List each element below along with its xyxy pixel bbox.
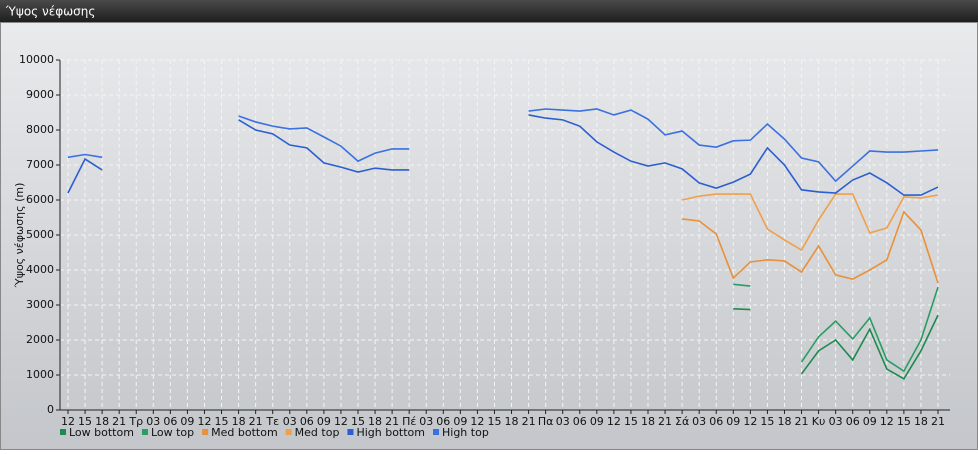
x-tick-label: 18	[914, 415, 928, 428]
x-tick-label: 09	[180, 415, 194, 428]
x-tick-label: 21	[931, 415, 945, 428]
legend-swatch	[60, 429, 66, 435]
x-tick-label: 03	[146, 415, 160, 428]
x-tick-label: Σά	[675, 415, 689, 428]
window-title: Ύψος νέφωσης	[5, 5, 95, 19]
x-tick-label: Τρ	[128, 415, 143, 428]
x-tick-label: 03	[283, 415, 297, 428]
y-tick-label: 0	[47, 403, 54, 416]
y-tick-label: 3000	[26, 298, 54, 311]
y-tick-label: 5000	[26, 228, 54, 241]
series-line	[67, 114, 939, 196]
x-tick-label: 06	[846, 415, 860, 428]
legend-label: Low bottom	[69, 426, 134, 439]
x-tick-label: 21	[385, 415, 399, 428]
x-tick-label: 12	[197, 415, 211, 428]
chart-area	[0, 22, 978, 450]
x-tick-label: Κυ	[812, 415, 826, 428]
x-tick-label: 18	[232, 415, 246, 428]
series-line	[682, 210, 939, 284]
x-tick-label: 03	[556, 415, 570, 428]
x-tick-label: 21	[249, 415, 263, 428]
x-tick-label: 15	[760, 415, 774, 428]
x-tick-label: 12	[334, 415, 348, 428]
series-line	[681, 193, 939, 252]
x-tick-label: 18	[777, 415, 791, 428]
y-tick-label: 10000	[19, 53, 54, 66]
x-tick-label: 21	[795, 415, 809, 428]
x-tick-label: 06	[163, 415, 177, 428]
x-tick-label: 21	[112, 415, 126, 428]
x-tick-label: 09	[590, 415, 604, 428]
y-tick-label: 1000	[26, 368, 54, 381]
x-tick-label: Τε	[265, 415, 279, 428]
x-tick-label: 15	[78, 415, 92, 428]
x-tick-label: 06	[573, 415, 587, 428]
legend-swatch	[285, 429, 292, 435]
x-tick-label: 18	[368, 415, 382, 428]
x-tick-label: 09	[726, 415, 740, 428]
y-tick-label: 6000	[26, 193, 54, 206]
x-tick-label: 09	[453, 415, 467, 428]
series-line	[733, 283, 939, 373]
x-tick-label: 03	[829, 415, 843, 428]
y-axis-label: Ύψος νέφωσης (m)	[13, 183, 26, 289]
legend-swatch	[141, 429, 148, 435]
legend-label: High top	[442, 426, 489, 439]
x-tick-label: 06	[300, 415, 314, 428]
x-tick-label: 15	[487, 415, 501, 428]
x-tick-label: 09	[863, 415, 877, 428]
x-tick-label: 12	[61, 415, 75, 428]
x-tick-label: 09	[317, 415, 331, 428]
x-tick-label: Πέ	[402, 415, 416, 428]
x-tick-label: 18	[641, 415, 655, 428]
x-tick-label: 21	[522, 415, 536, 428]
series-line	[733, 308, 939, 380]
legend-swatch	[433, 429, 439, 435]
legend-label: High bottom	[356, 426, 425, 439]
x-tick-label: 12	[743, 415, 757, 428]
x-tick-label: 15	[351, 415, 365, 428]
y-tick-label: 4000	[26, 263, 54, 276]
x-tick-label: 15	[897, 415, 911, 428]
series-line	[67, 108, 939, 183]
x-tick-label: 21	[658, 415, 672, 428]
x-tick-label: 12	[470, 415, 484, 428]
x-tick-label: 03	[419, 415, 433, 428]
x-tick-label: 12	[880, 415, 894, 428]
x-tick-label: 18	[95, 415, 109, 428]
y-tick-label: 2000	[26, 333, 54, 346]
x-tick-label: 15	[215, 415, 229, 428]
x-tick-label: 18	[505, 415, 519, 428]
x-tick-label: 15	[624, 415, 638, 428]
legend-label: Low top	[151, 426, 194, 439]
legend-label: Med top	[295, 426, 340, 439]
x-tick-label: 06	[436, 415, 450, 428]
y-tick-label: 7000	[26, 158, 54, 171]
x-tick-label: Πα	[538, 415, 554, 428]
title-bar	[0, 0, 978, 22]
x-tick-label: 03	[692, 415, 706, 428]
x-tick-label: 12	[607, 415, 621, 428]
y-tick-label: 9000	[26, 88, 54, 101]
x-tick-label: 06	[709, 415, 723, 428]
y-tick-label: 8000	[26, 123, 54, 136]
legend-swatch	[347, 429, 354, 435]
plot: 12 15 18 21 Τρ 03 06 09 12 15 18 21 Τε 03 06 09 12 15 18 21…	[19, 53, 950, 439]
legend-label: Med bottom	[211, 426, 278, 439]
legend-swatch	[202, 429, 209, 435]
